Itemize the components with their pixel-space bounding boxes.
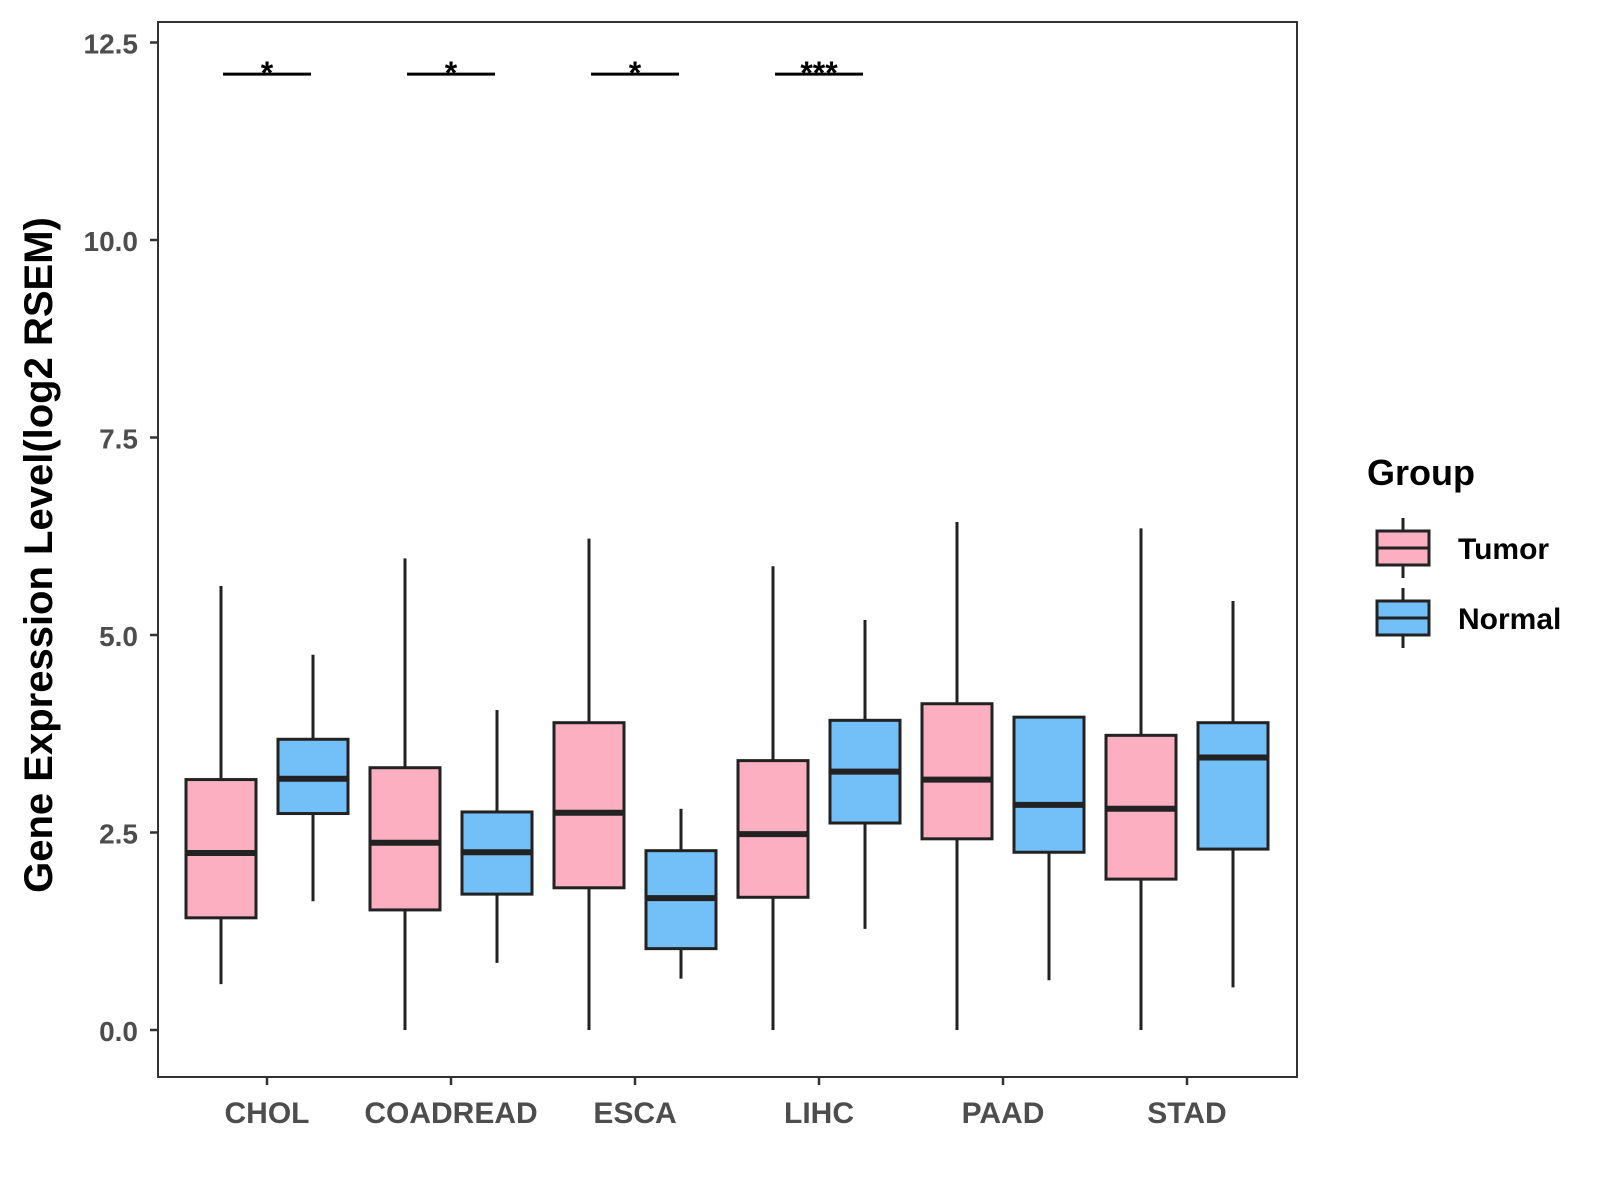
- box-body: [552, 721, 626, 890]
- significance-label: *: [261, 55, 274, 91]
- box-body: [1012, 715, 1086, 854]
- y-tick-label: 12.5: [84, 29, 139, 60]
- significance-label: *: [629, 55, 642, 91]
- y-axis-title: Gene Expression Level(log2 RSEM): [17, 217, 61, 893]
- y-tick-label: 2.5: [99, 819, 138, 850]
- box-normal-coadread: [460, 710, 534, 963]
- y-tick-label: 0.0: [99, 1016, 138, 1047]
- legend-title: Group: [1367, 452, 1475, 493]
- legend: Group Tumor Normal: [1367, 452, 1561, 648]
- box-body: [368, 766, 442, 912]
- x-tick-label: STAD: [1147, 1097, 1226, 1130]
- box-normal-esca: [644, 808, 718, 979]
- box-tumor-coadread: [368, 558, 442, 1030]
- box-body: [920, 702, 994, 841]
- box-tumor-chol: [184, 586, 258, 985]
- box-body: [184, 778, 258, 920]
- x-tick-label: CHOL: [225, 1097, 310, 1130]
- box-tumor-paad: [920, 522, 994, 1030]
- x-tick-label: COADREAD: [364, 1097, 537, 1130]
- y-tick-label: 5.0: [99, 621, 138, 652]
- box-body: [1196, 721, 1270, 851]
- x-tick-label: ESCA: [593, 1097, 676, 1130]
- significance-label: ***: [800, 55, 838, 91]
- legend-label-tumor: Tumor: [1458, 533, 1549, 566]
- plot-panel-border: [157, 21, 1298, 1078]
- box-tumor-esca: [552, 538, 626, 1030]
- y-tick-label: 10.0: [84, 226, 139, 257]
- plot-area: 0.0 2.5 5.0 7.5 10.0 12.5 CHOL COADREAD ESCA LIHC…: [84, 21, 1298, 1130]
- significance-label: *: [445, 55, 458, 91]
- box-normal-paad: [1012, 715, 1086, 981]
- box-body: [736, 759, 810, 899]
- legend-key-normal: [1375, 588, 1431, 648]
- x-tick-label: PAAD: [962, 1097, 1045, 1130]
- box-tumor-stad: [1104, 528, 1178, 1030]
- box-normal-chol: [276, 654, 350, 902]
- x-tick-label: LIHC: [784, 1097, 854, 1130]
- legend-key-tumor: [1375, 518, 1431, 578]
- box-normal-stad: [1196, 601, 1270, 988]
- box-normal-lihc: [828, 619, 902, 929]
- legend-label-normal: Normal: [1458, 603, 1561, 636]
- y-tick-label: 7.5: [99, 424, 138, 455]
- box-tumor-lihc: [736, 566, 810, 1030]
